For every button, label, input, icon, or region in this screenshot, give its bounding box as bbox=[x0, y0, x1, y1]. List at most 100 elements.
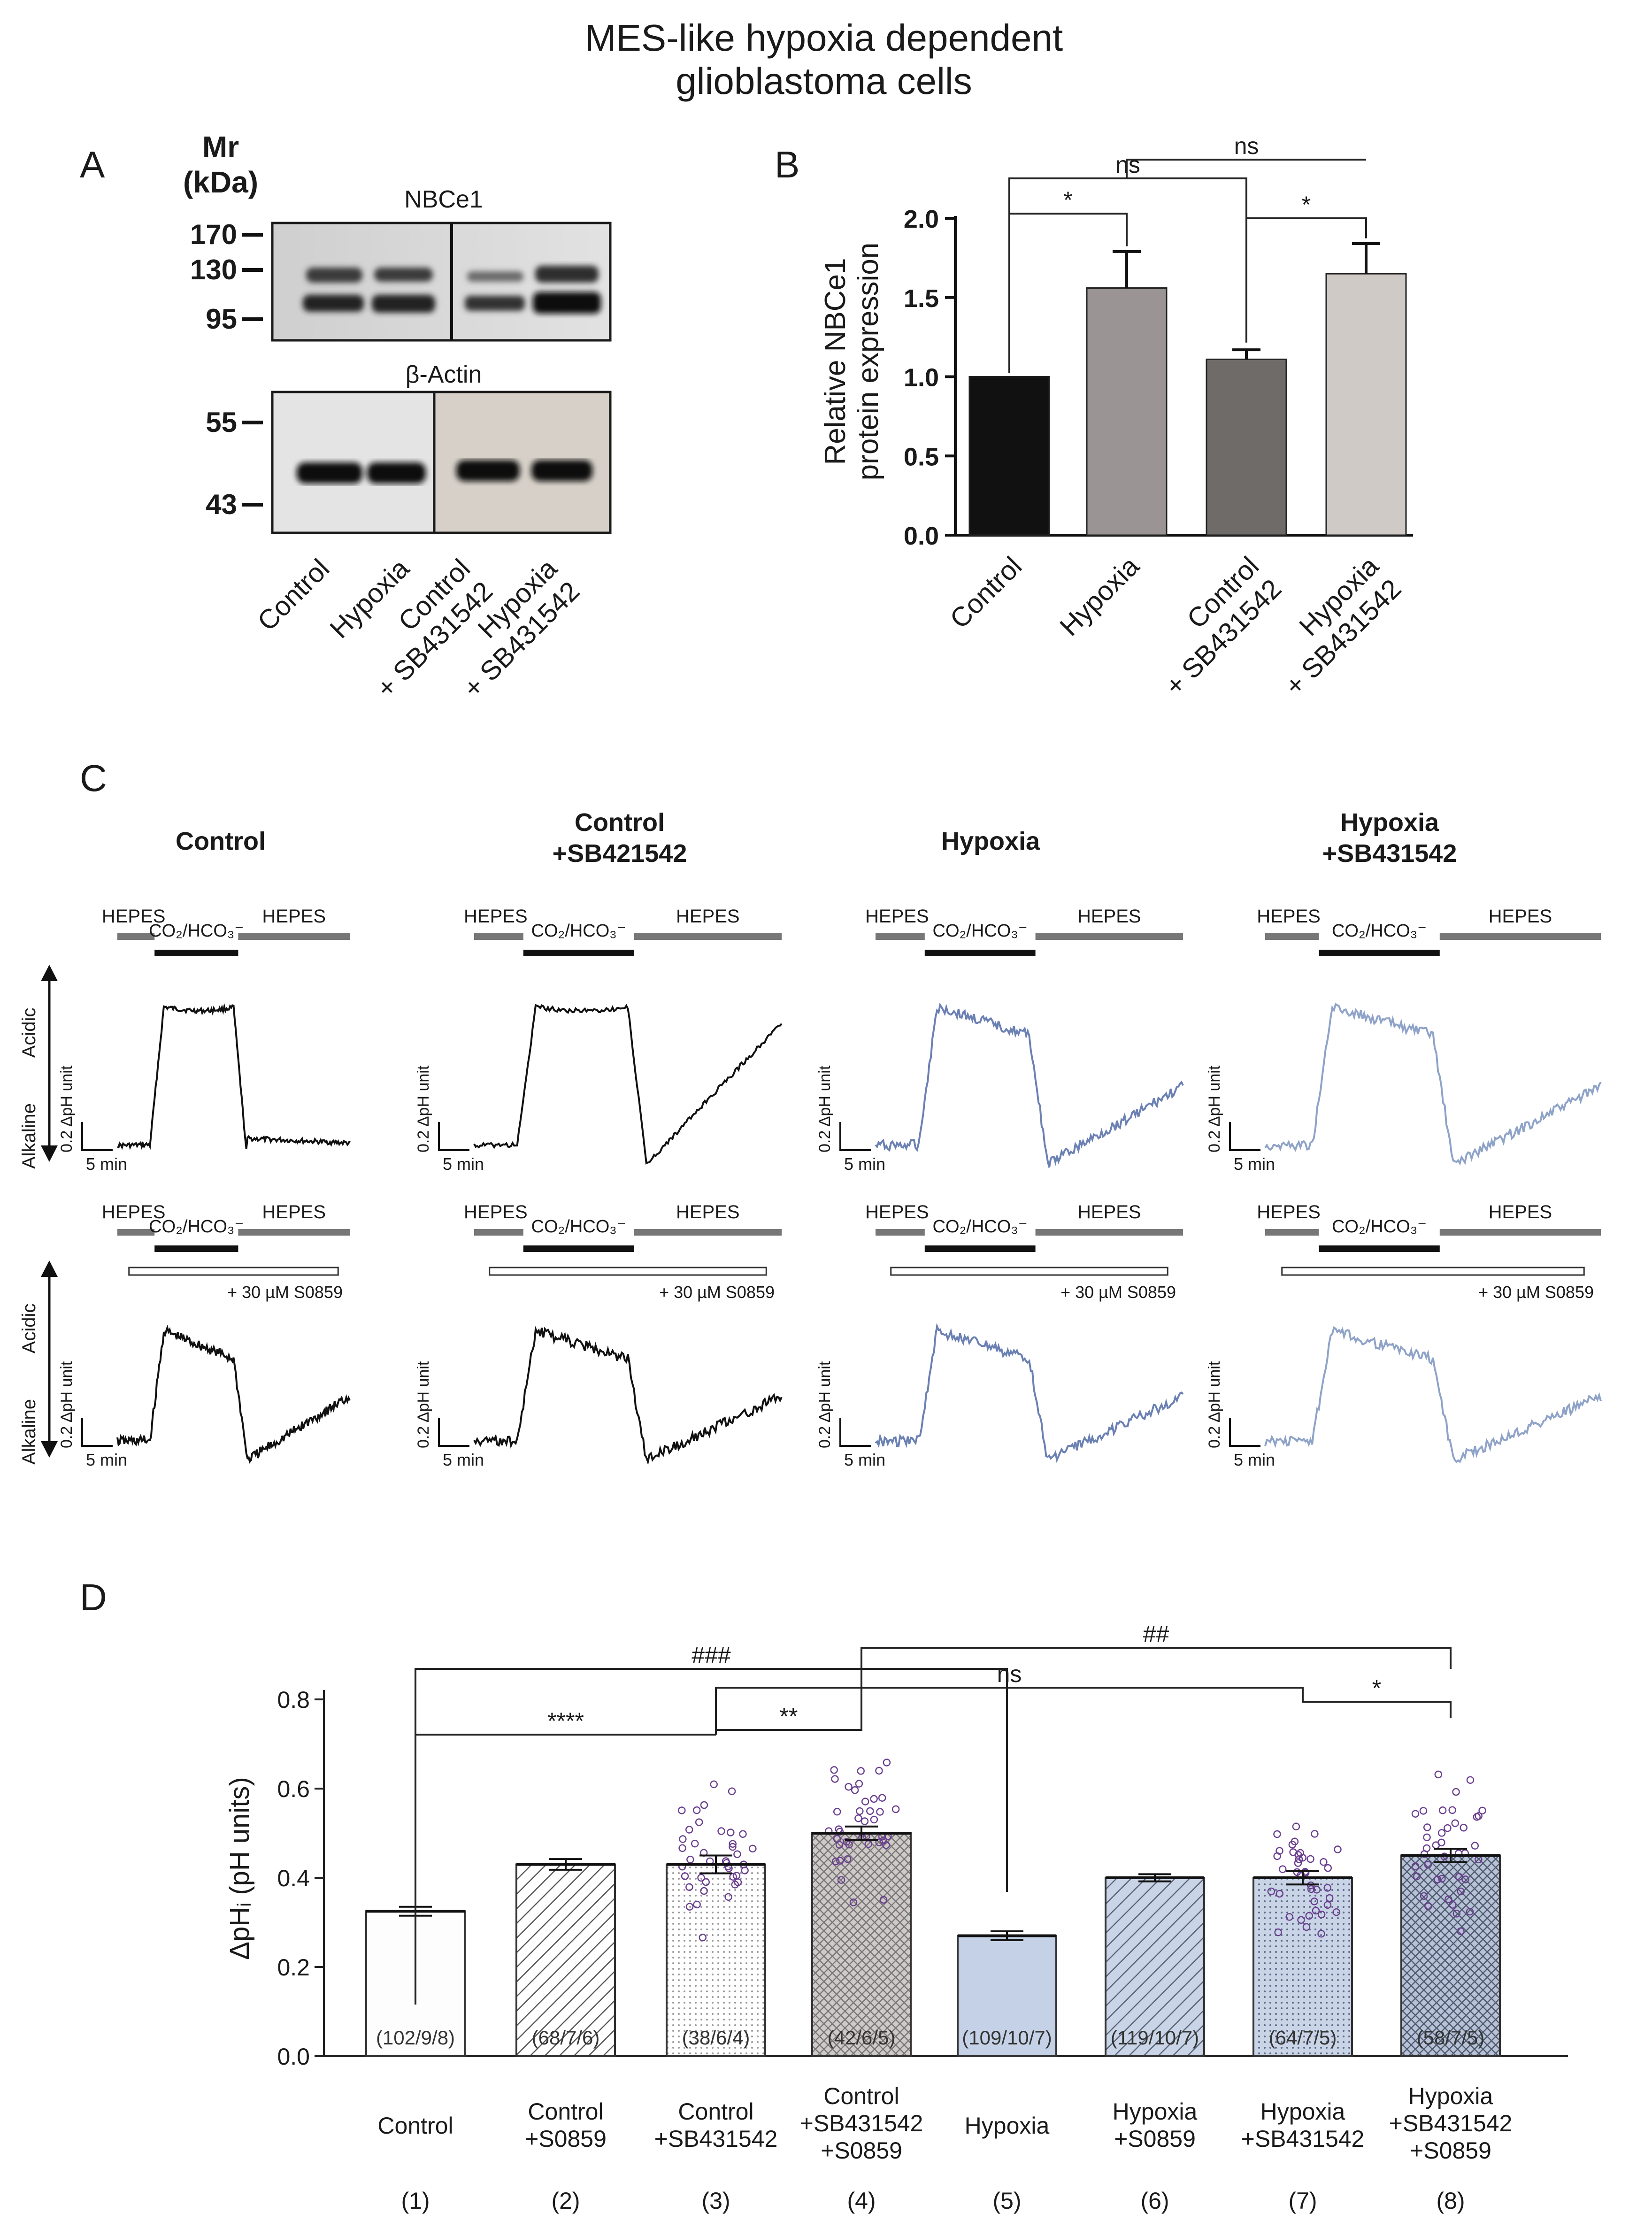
scale-y-c2-r2: 0.2 ΔpH unit bbox=[415, 1361, 432, 1448]
hepes-label2-c2-r2: HEPES bbox=[676, 1202, 740, 1222]
blot1-marker-95: 95 bbox=[206, 303, 237, 335]
panel-d-point-b4-13 bbox=[870, 1795, 878, 1803]
panel-d-point-b3-15 bbox=[724, 1893, 732, 1901]
panel-d-point-b8-25 bbox=[1448, 1901, 1457, 1909]
panel-b-ylabel-line2: protein expression bbox=[852, 243, 884, 481]
ph-trace-col3-row2 bbox=[875, 1322, 1184, 1463]
panel-d-xlabel-7-line2: +SB431542 bbox=[1241, 2126, 1365, 2152]
panel-b-sig-2-line bbox=[1008, 177, 1247, 343]
panel-d-point-b4-7 bbox=[854, 1814, 862, 1822]
panel-d-point-b7-22 bbox=[1273, 1852, 1281, 1860]
ph-trace-col4-row2 bbox=[1264, 1326, 1602, 1463]
panel-d-ytick-label-4: 0.8 bbox=[277, 1687, 310, 1713]
panel-d-point-b8-18 bbox=[1466, 1776, 1475, 1784]
scale-y-c1-r1: 0.2 ΔpH unit bbox=[58, 1065, 76, 1152]
panel-d-point-b4-23 bbox=[843, 1837, 851, 1846]
scale-x-c1-r2: 5 min bbox=[86, 1450, 127, 1469]
scale-y-text-c2-r2: 0.2 ΔpH unit bbox=[415, 1361, 432, 1448]
panel-a-letter: A bbox=[80, 144, 105, 185]
panel-d-point-b4-16 bbox=[861, 1798, 869, 1805]
panel-d-xlabel-5-line1: Hypoxia bbox=[965, 2113, 1050, 2139]
panel-d-point-b7-7 bbox=[1324, 1864, 1332, 1872]
panel-d-point-b3-34 bbox=[685, 1826, 693, 1834]
scale-y-c1-r2: 0.2 ΔpH unit bbox=[58, 1361, 76, 1448]
panel-d-point-b8-6 bbox=[1424, 1902, 1432, 1911]
s0859-label-c3: + 30 µM S0859 bbox=[1060, 1283, 1176, 1302]
panel-d-point-b7-10 bbox=[1332, 1908, 1341, 1916]
hepes-label2-c4-r2: HEPES bbox=[1489, 1202, 1552, 1222]
panel-b-bar-1 bbox=[968, 376, 1050, 536]
panel-d-sig-6-label: * bbox=[1372, 1675, 1381, 1701]
panel-d-point-b8-9 bbox=[1451, 1819, 1459, 1827]
panel-d-point-b4-4 bbox=[879, 1836, 888, 1844]
panel-d-sig-2-label: ** bbox=[780, 1703, 798, 1729]
panel-d-index-6: (6) bbox=[1140, 2188, 1169, 2214]
scalebar-c3-r2 bbox=[839, 1418, 871, 1447]
panel-d-point-b3-7 bbox=[749, 1844, 757, 1853]
panel-d-point-b7-2 bbox=[1294, 1859, 1302, 1867]
co2-label-c3-r1: CO₂/HCO₃⁻ bbox=[933, 921, 1028, 941]
panel-b-sig-1-label: * bbox=[1063, 187, 1072, 213]
panel-d-point-b3-0 bbox=[678, 1844, 686, 1852]
panel-b-ytick-label-3: 1.5 bbox=[904, 284, 939, 313]
panel-d-point-b4-18 bbox=[845, 1782, 853, 1791]
scale-y-text-c1-r1: 0.2 ΔpH unit bbox=[58, 1065, 76, 1152]
blot1-marker-130: 130 bbox=[190, 254, 237, 285]
panel-d-point-b7-33 bbox=[1311, 1830, 1319, 1838]
panel-d-point-b3-14 bbox=[717, 1827, 725, 1835]
panel-d-point-b3-4 bbox=[692, 1806, 701, 1814]
panel-d-point-b4-34 bbox=[875, 1838, 883, 1846]
panel-d-xlabel-1-line1: Control bbox=[377, 2113, 453, 2139]
panel-d-point-b7-30 bbox=[1293, 1868, 1301, 1876]
co2-label-c1-r1: CO₂/HCO₃⁻ bbox=[149, 921, 244, 941]
panel-d-ytick-label-3: 0.6 bbox=[277, 1776, 310, 1802]
panel-d-point-b8-8 bbox=[1419, 1807, 1428, 1815]
s0859-bar-c2 bbox=[489, 1267, 767, 1276]
panel-d-nlabel-7: (64/7/5) bbox=[1269, 2027, 1337, 2049]
panel-d-point-b4-37 bbox=[831, 1775, 839, 1783]
s0859-bar-c1 bbox=[128, 1267, 339, 1276]
scale-x-c2-r2: 5 min bbox=[443, 1450, 484, 1469]
panel-d-point-b7-36 bbox=[1317, 1929, 1325, 1938]
panel-b-bar-4 bbox=[1325, 273, 1407, 536]
panel-d-point-b4-32 bbox=[855, 1780, 863, 1788]
panel-d-xlabel-4-line1: Control bbox=[823, 2083, 899, 2109]
panel-d-bar-8 bbox=[1400, 1854, 1501, 2057]
panel-d-point-b7-25 bbox=[1334, 1845, 1342, 1853]
panel-d-xlabel-7-line1: Hypoxia bbox=[1260, 2098, 1345, 2125]
panel-d-point-b8-38 bbox=[1438, 1875, 1446, 1883]
panel-d-point-b8-27 bbox=[1457, 1887, 1465, 1896]
panel-d-point-b7-1 bbox=[1274, 1928, 1282, 1936]
panel-b-xlabel-1-line1: Control bbox=[944, 551, 1028, 634]
s0859-label-c1: + 30 µM S0859 bbox=[227, 1283, 343, 1302]
panel-d-point-b8-4 bbox=[1411, 1810, 1420, 1818]
acidic-label-2: Acidic bbox=[19, 1304, 39, 1354]
ph-trace-col4-row1 bbox=[1264, 1002, 1602, 1166]
trace-col-4-title-line1: Hypoxia bbox=[1340, 808, 1439, 837]
panel-d-point-b4-30 bbox=[830, 1766, 838, 1774]
scale-x-c1-r1: 5 min bbox=[86, 1154, 127, 1174]
panel-d-point-b7-5 bbox=[1323, 1884, 1331, 1892]
scale-y-text-c2-r1: 0.2 ΔpH unit bbox=[415, 1065, 432, 1152]
panel-d-xlabel-6-line1: Hypoxia bbox=[1113, 2098, 1198, 2125]
hepes-label2-c4-r1: HEPES bbox=[1489, 906, 1552, 927]
panel-d-point-b3-28 bbox=[685, 1903, 694, 1911]
panel-d-index-5: (5) bbox=[992, 2188, 1021, 2214]
s0859-bar-c3 bbox=[890, 1267, 1168, 1276]
panel-d-point-b3-37 bbox=[681, 1872, 689, 1880]
co2-label-c4-r1: CO₂/HCO₃⁻ bbox=[1332, 921, 1427, 941]
panel-d-point-b7-21 bbox=[1273, 1830, 1281, 1838]
panel-d-point-b4-36 bbox=[856, 1807, 864, 1815]
blot2-title: β-Actin bbox=[406, 361, 482, 388]
panel-d-sig-3-line bbox=[415, 1668, 1008, 1892]
panel-d-point-b7-0 bbox=[1278, 1865, 1287, 1873]
panel-b-bar-2 bbox=[1086, 287, 1168, 536]
scalebar-c3-r1 bbox=[839, 1122, 871, 1151]
panel-d-point-b3-35 bbox=[686, 1855, 694, 1864]
panel-d-point-b8-34 bbox=[1420, 1892, 1428, 1900]
panel-d-point-b8-24 bbox=[1471, 1842, 1479, 1850]
alkaline-text-2: Alkaline bbox=[19, 1399, 39, 1465]
panel-d-xlabel-4-line2: +SB431542 bbox=[800, 2110, 923, 2136]
panel-d-point-b4-22 bbox=[836, 1828, 844, 1836]
panel-d-sig-1-label: **** bbox=[547, 1708, 584, 1734]
